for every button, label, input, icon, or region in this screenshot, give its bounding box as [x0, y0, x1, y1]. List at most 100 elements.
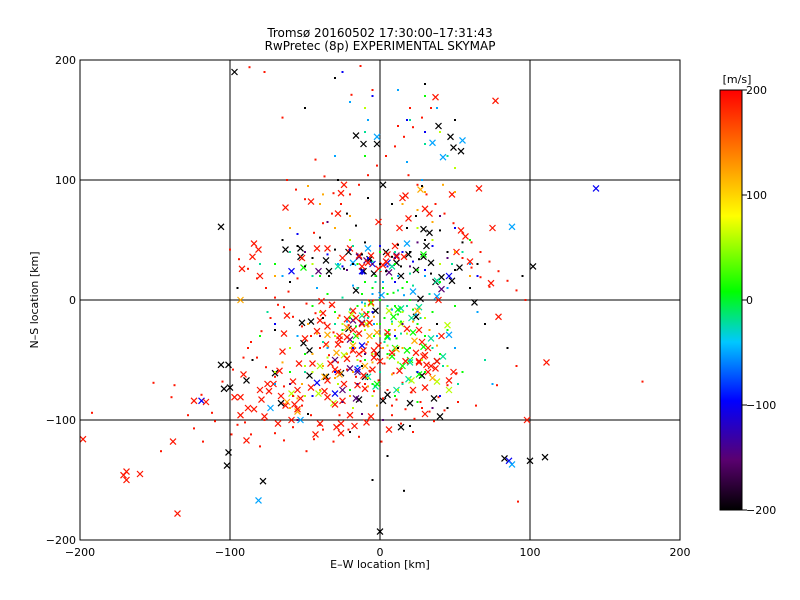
scatter-point-x — [282, 204, 289, 212]
scatter-point-x — [346, 411, 354, 419]
scatter-point-x — [352, 314, 360, 322]
scatter-point-dot — [346, 320, 348, 323]
scatter-point-dot — [521, 275, 524, 277]
scatter-point-x — [279, 348, 286, 356]
scatter-point-dot — [469, 239, 471, 241]
scatter-point-dot — [304, 353, 306, 355]
scatter-point-x — [354, 368, 361, 376]
scatter-point-x — [420, 343, 427, 351]
scatter-point-x — [421, 351, 429, 359]
scatter-point-dot — [292, 395, 294, 397]
scatter-point-dot — [424, 83, 426, 85]
scatter-point-dot — [346, 212, 348, 215]
scatter-point-dot — [374, 353, 377, 355]
scatter-point-dot — [322, 428, 324, 431]
scatter-point-dot — [377, 379, 380, 382]
scatter-point-x — [327, 360, 334, 368]
scatter-point-dot — [356, 287, 359, 289]
scatter-point-dot — [266, 311, 269, 313]
scatter-point-dot — [409, 347, 411, 349]
scatter-point-x — [421, 205, 429, 213]
scatter-point-x — [274, 420, 282, 428]
scatter-point-dot — [476, 275, 479, 277]
scatter-point-dot — [446, 407, 449, 409]
scatter-point-x — [123, 476, 130, 484]
scatter-point-dot — [371, 383, 374, 385]
scatter-point-dot — [296, 277, 299, 280]
scatter-point-dot — [311, 257, 314, 259]
scatter-point-dot — [421, 179, 423, 181]
scatter-point-dot — [391, 255, 393, 258]
colorbar-tick-label: 100 — [746, 189, 767, 202]
scatter-point-dot — [379, 335, 381, 337]
scatter-point-x — [324, 393, 331, 401]
scatter-point-dot — [242, 356, 245, 359]
scatter-point-x — [343, 333, 351, 341]
scatter-point-x — [283, 312, 291, 320]
scatter-point-dot — [371, 479, 374, 481]
scatter-point-x — [255, 496, 262, 504]
scatter-point-x — [501, 454, 508, 462]
scatter-point-dot — [439, 131, 441, 133]
scatter-point-dot — [337, 179, 339, 181]
scatter-point-dot — [515, 365, 518, 367]
scatter-point-dot — [403, 489, 405, 492]
scatter-point-dot — [446, 287, 449, 289]
scatter-point-dot — [304, 107, 306, 109]
scatter-point-dot — [361, 365, 363, 367]
scatter-point-dot — [424, 335, 426, 337]
scatter-point-dot — [352, 371, 354, 373]
scatter-point-dot — [263, 71, 266, 73]
scatter-point-dot — [371, 353, 374, 355]
scatter-point-dot — [476, 263, 479, 265]
scatter-point-x — [433, 292, 441, 300]
scatter-point-x — [217, 223, 225, 231]
scatter-point-x — [457, 147, 465, 155]
scatter-point-dot — [332, 331, 335, 334]
scatter-point-x — [409, 328, 417, 336]
scatter-point-dot — [374, 281, 377, 283]
scatter-point-x — [367, 300, 375, 308]
scatter-point-dot — [409, 251, 411, 253]
scatter-point-dot — [454, 347, 456, 349]
scatter-point-dot — [446, 384, 449, 387]
scatter-point-dot — [430, 272, 432, 275]
scatter-point-dot — [359, 360, 362, 363]
scatter-point-dot — [247, 347, 249, 349]
scatter-point-x — [445, 331, 453, 339]
scatter-point-x — [430, 394, 438, 402]
scatter-point-x — [243, 436, 250, 444]
scatter-point-x — [337, 189, 345, 197]
scatter-point-x — [331, 390, 339, 398]
scatter-point-dot — [311, 395, 314, 397]
scatter-point-dot — [250, 433, 252, 436]
scatter-point-x — [445, 386, 453, 394]
scatter-point-dot — [383, 341, 386, 343]
scatter-point-dot — [338, 414, 341, 417]
scatter-point-dot — [356, 383, 359, 385]
scatter-point-dot — [454, 119, 456, 121]
scatter-point-dot — [401, 323, 404, 325]
scatter-point-dot — [416, 401, 419, 403]
scatter-point-dot — [349, 431, 351, 433]
scatter-point-dot — [211, 411, 213, 414]
scatter-point-dot — [287, 290, 290, 293]
scatter-point-x — [436, 412, 444, 420]
scatter-point-x — [294, 405, 301, 413]
scatter-point-dot — [367, 377, 369, 379]
scatter-point-dot — [341, 296, 344, 299]
scatter-point-x — [424, 344, 432, 352]
scatter-point-x — [324, 331, 331, 339]
scatter-point-x — [202, 398, 210, 406]
scatter-point-dot — [410, 391, 413, 394]
scatter-point-dot — [431, 347, 434, 349]
scatter-point-dot — [397, 389, 399, 391]
scatter-point-dot — [358, 435, 360, 438]
scatter-point-dot — [446, 257, 449, 259]
scatter-point-dot — [322, 222, 324, 225]
scatter-point-dot — [454, 305, 456, 307]
scatter-point-dot — [424, 143, 426, 145]
scatter-point-dot — [371, 95, 374, 97]
scatter-point-dot — [367, 317, 369, 319]
scatter-point-dot — [431, 245, 434, 247]
